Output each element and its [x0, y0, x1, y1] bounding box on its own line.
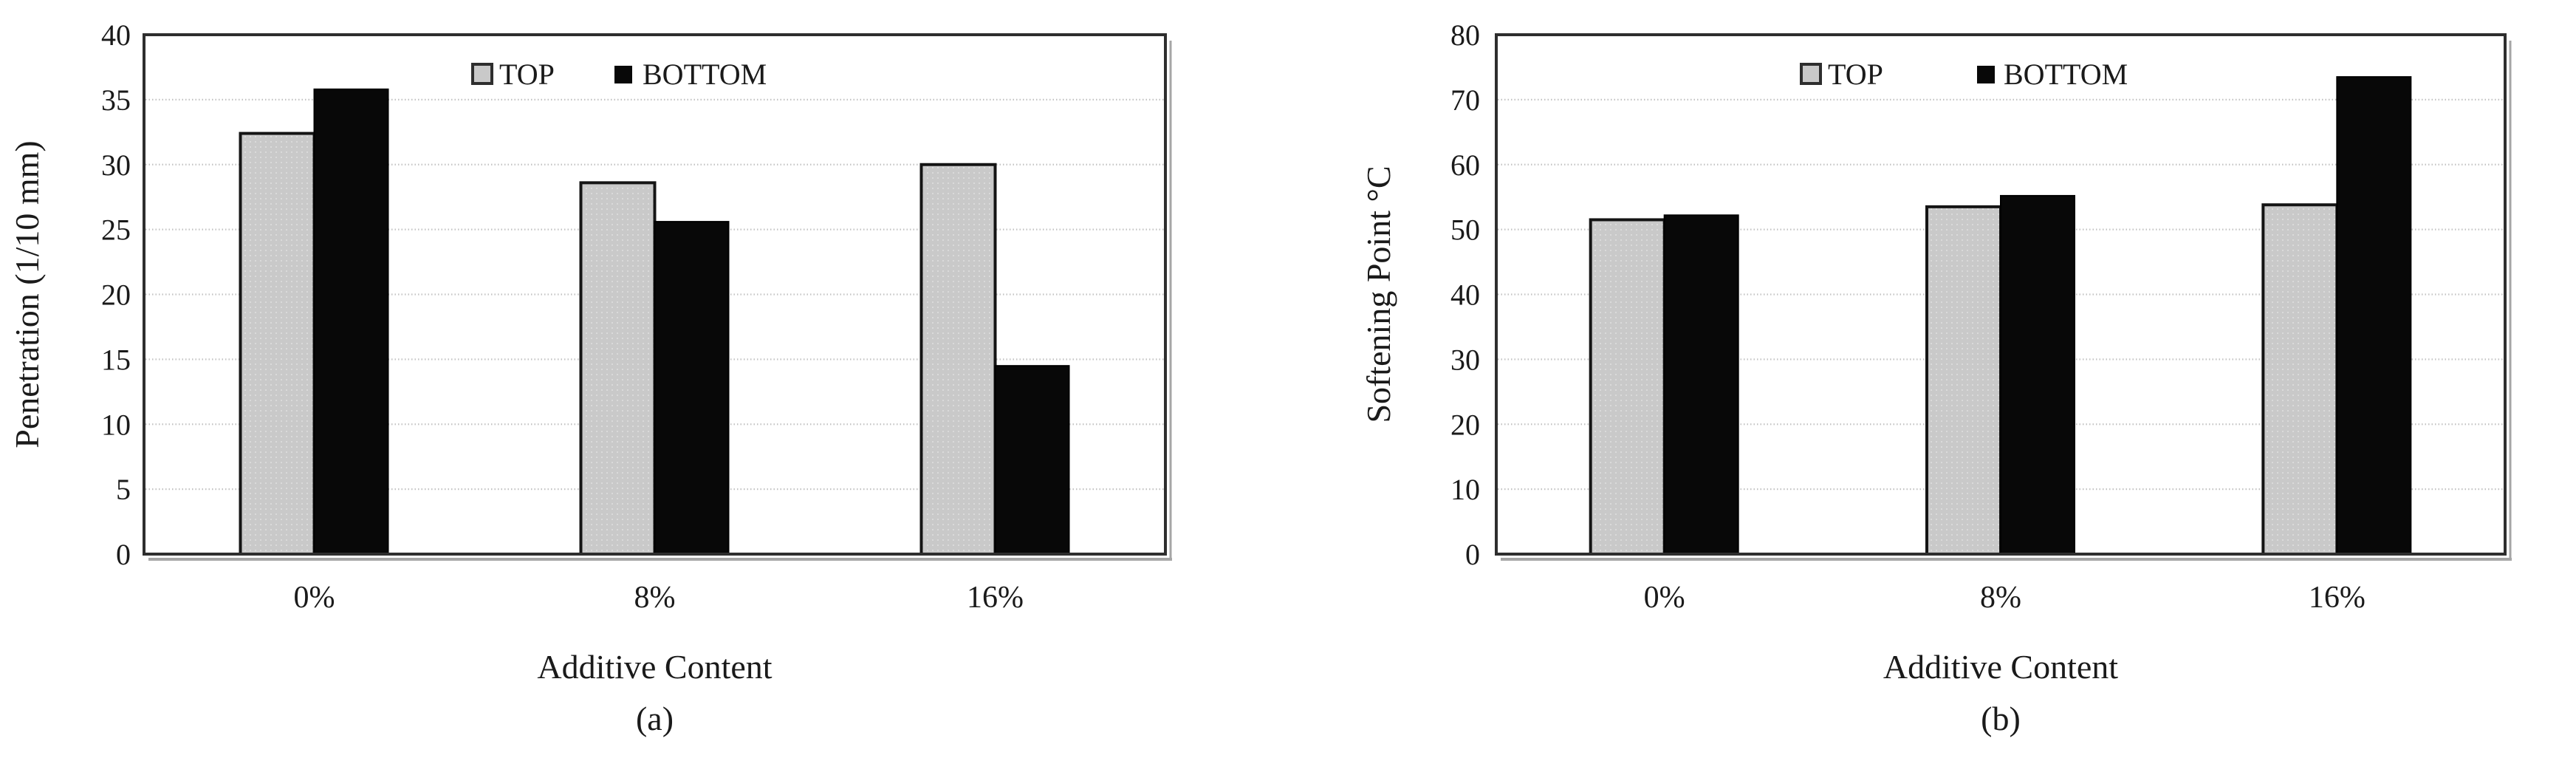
y-tick-label-30: 30 [1450, 343, 1480, 376]
x-tick-label-0%: 0% [1644, 581, 1685, 615]
y-tick-label-40: 40 [1450, 279, 1480, 312]
legend-swatch-bottom [1977, 66, 1995, 83]
y-tick-label-60: 60 [1450, 148, 1480, 182]
x-tick-label-8%: 8% [1980, 581, 2021, 615]
bar-top-8% [579, 181, 657, 556]
y-axis-title: Softening Point °C [1360, 165, 1397, 423]
bar-bottom-8% [2000, 194, 2075, 555]
penetration-bar-chart: 0% 8% 16% 0 5 10 15 20 25 30 35 40 Penetration (1/10… [8, 18, 1172, 737]
x-axis-title: Additive Content [537, 648, 772, 686]
bar-top-16% [919, 163, 997, 556]
bar-bottom-16% [994, 365, 1070, 555]
y-tick-label-25: 25 [101, 214, 131, 247]
legend: TOP BOTTOM [1800, 58, 2128, 91]
y-tick-label-30: 30 [101, 148, 131, 182]
y-tick-label-10: 10 [101, 408, 131, 441]
y-tick-label-0: 0 [116, 538, 131, 571]
bar-bottom-0% [1663, 214, 1739, 555]
legend-swatch-top [471, 63, 493, 85]
chart-panel-a: 0% 8% 16% 0 5 10 15 20 25 30 35 40 Penetration (1/10… [8, 18, 1172, 737]
x-tick-label-0%: 0% [294, 581, 335, 615]
y-tick-label-50: 50 [1450, 214, 1480, 247]
legend-label-top: TOP [499, 58, 555, 91]
y-tick-label-5: 5 [116, 473, 131, 506]
bar-top-0% [239, 132, 316, 556]
bar-bottom-0% [313, 88, 389, 555]
x-tick-label-8%: 8% [634, 581, 676, 615]
bar-bottom-8% [654, 221, 730, 555]
y-axis-title: Penetration (1/10 mm) [8, 140, 46, 448]
legend-label-top: TOP [1828, 58, 1883, 91]
bar-top-0% [1589, 218, 1666, 556]
legend-swatch-top [1800, 63, 1822, 85]
plot-frame [1495, 33, 2507, 556]
bar-top-16% [2261, 203, 2339, 556]
y-tick-label-15: 15 [101, 343, 131, 376]
y-tick-label-20: 20 [1450, 408, 1480, 441]
x-axis-title: Additive Content [1883, 648, 2118, 686]
y-tick-label-40: 40 [101, 18, 131, 52]
y-tick-label-0: 0 [1465, 538, 1480, 571]
y-tick-label-70: 70 [1450, 83, 1480, 117]
y-tick-label-35: 35 [101, 83, 131, 117]
y-tick-label-80: 80 [1450, 18, 1480, 52]
chart-panel-b: 0% 8% 16% 0 10 20 30 40 50 60 70 80 Softening Point … [1288, 0, 2576, 758]
y-tick-label-10: 10 [1450, 473, 1480, 506]
x-tick-label-16%: 16% [967, 581, 1024, 615]
bar-bottom-16% [2336, 76, 2412, 555]
y-tick-label-20: 20 [101, 279, 131, 312]
legend-swatch-bottom [614, 66, 632, 83]
plot-frame [143, 33, 1167, 556]
legend: TOP BOTTOM [471, 58, 767, 91]
x-tick-label-16%: 16% [2309, 581, 2366, 615]
panel-sublabel: (b) [1981, 700, 2021, 737]
panel-sublabel: (a) [636, 700, 674, 737]
legend-label-bottom: BOTTOM [643, 58, 767, 91]
bar-top-8% [1925, 205, 2002, 556]
legend-label-bottom: BOTTOM [2004, 58, 2128, 91]
softening-point-bar-chart: 0% 8% 16% 0 10 20 30 40 50 60 70 80 Softening Point … [1360, 18, 2512, 737]
